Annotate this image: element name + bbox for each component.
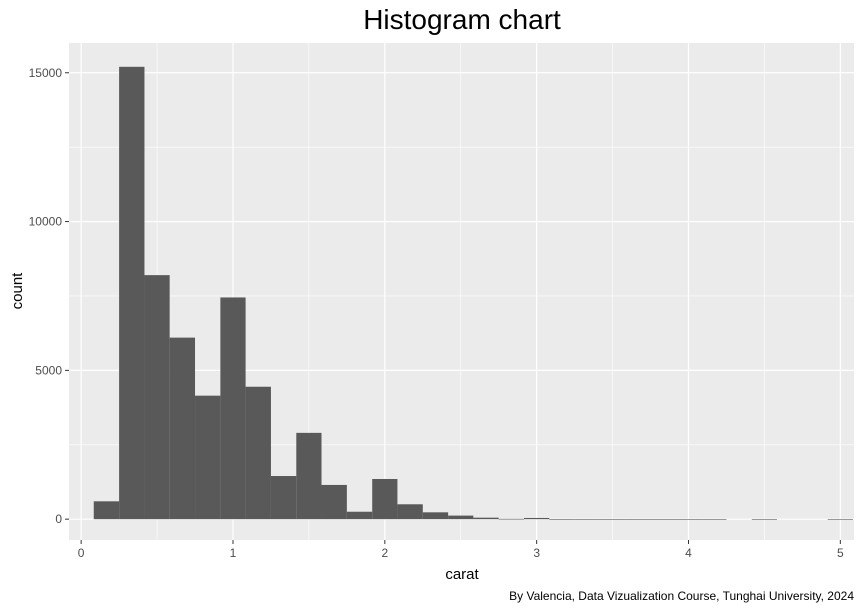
x-tick-label: 2 (381, 546, 388, 560)
histogram-bar (701, 519, 727, 520)
histogram-bar (372, 478, 398, 520)
histogram-bar (827, 519, 853, 520)
histogram-bar (93, 501, 120, 520)
histogram-bars (93, 66, 853, 520)
histogram-bar (574, 519, 600, 520)
histogram-bar (650, 519, 676, 520)
histogram-bar (144, 275, 170, 520)
histogram-bar (751, 519, 778, 520)
y-tick-label: 0 (55, 512, 62, 526)
histogram-bar (498, 518, 525, 520)
chart-caption: By Valencia, Data Vizualization Course, … (509, 589, 854, 603)
histogram-bar (220, 297, 246, 520)
histogram-bar (675, 519, 702, 520)
histogram-bar (296, 432, 322, 520)
histogram-bar (524, 517, 550, 520)
histogram-bar (422, 512, 449, 520)
histogram-bar (473, 517, 499, 520)
x-tick-label: 3 (533, 546, 540, 560)
histogram-bar (169, 337, 196, 520)
histogram-bar (119, 66, 145, 520)
histogram-bar (397, 504, 423, 520)
chart-title: Histogram chart (363, 4, 561, 35)
histogram-bar (346, 511, 373, 520)
y-tick-label: 10000 (29, 215, 63, 229)
histogram-bar (245, 386, 271, 520)
histogram-bar (321, 484, 347, 520)
histogram-bar (599, 519, 626, 520)
x-axis-title: carat (445, 566, 479, 583)
y-tick-label: 5000 (35, 363, 62, 377)
histogram-bar (549, 519, 575, 520)
minor-gridlines (69, 43, 854, 540)
histogram-bar (270, 476, 297, 520)
y-tick-label: 15000 (29, 66, 63, 80)
x-tick-label: 1 (230, 546, 237, 560)
histogram-bar (448, 515, 474, 520)
histogram-bar (625, 519, 651, 520)
histogram-bar (195, 395, 221, 520)
y-axis-ticks: 0 5000 10000 15000 (29, 66, 69, 526)
x-tick-label: 0 (78, 546, 85, 560)
x-axis-ticks: 0 1 2 3 4 5 (78, 540, 844, 560)
x-tick-label: 5 (837, 546, 844, 560)
x-tick-label: 4 (685, 546, 692, 560)
y-axis-title: count (9, 272, 26, 310)
